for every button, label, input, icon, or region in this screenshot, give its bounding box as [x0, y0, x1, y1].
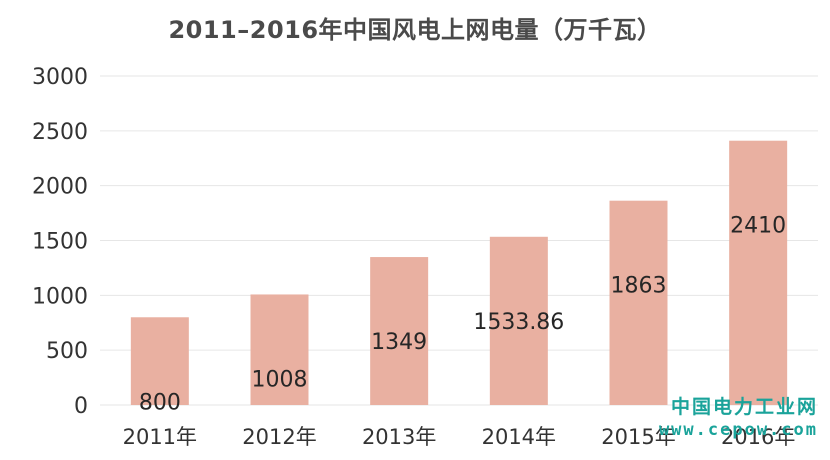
y-tick-label: 0	[74, 394, 88, 419]
y-tick-label: 3000	[32, 65, 88, 90]
x-tick-label: 2014年	[482, 425, 556, 449]
bar	[489, 236, 548, 405]
y-tick-label: 2000	[32, 175, 88, 200]
watermark: 中国电力工业网 www.cepow.com	[659, 392, 818, 440]
data-label: 1349	[371, 330, 427, 355]
data-label: 1008	[252, 367, 308, 392]
bar	[609, 200, 668, 405]
y-tick-label: 2500	[32, 120, 88, 145]
bar	[729, 140, 788, 405]
x-tick-label: 2016年	[721, 425, 795, 449]
x-tick-label: 2011年	[123, 425, 197, 449]
y-tick-label: 1000	[32, 284, 88, 309]
data-label: 800	[139, 390, 181, 415]
data-label: 1863	[611, 274, 667, 299]
chart-title: 2011–2016年中国风电上网电量（万千瓦）	[168, 16, 662, 44]
bar	[250, 294, 309, 405]
watermark-name: 中国电力工业网	[670, 396, 818, 418]
y-tick-label: 1500	[32, 230, 88, 255]
watermark-url: www.cepow.com	[658, 420, 818, 440]
bar	[370, 257, 429, 405]
bar	[130, 317, 189, 405]
data-label: 1533.86	[473, 310, 564, 335]
x-tick-label: 2015年	[601, 425, 675, 449]
data-label: 2410	[730, 214, 786, 239]
x-tick-label: 2012年	[242, 425, 316, 449]
x-tick-label: 2013年	[362, 425, 436, 449]
y-tick-label: 500	[46, 339, 88, 364]
